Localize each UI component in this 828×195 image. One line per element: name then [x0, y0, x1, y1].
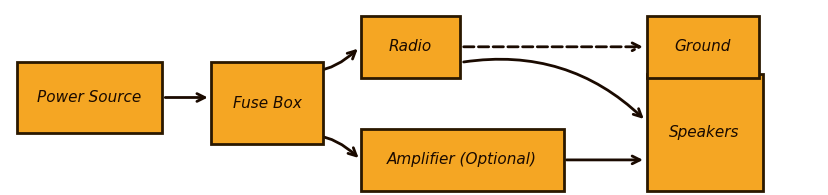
FancyArrowPatch shape [566, 156, 639, 164]
FancyArrowPatch shape [269, 135, 356, 156]
FancyArrowPatch shape [463, 43, 639, 51]
FancyBboxPatch shape [646, 16, 758, 78]
FancyBboxPatch shape [211, 62, 323, 144]
Text: Fuse Box: Fuse Box [233, 96, 301, 111]
Text: Amplifier (Optional): Amplifier (Optional) [387, 152, 537, 167]
FancyBboxPatch shape [360, 16, 460, 78]
FancyBboxPatch shape [360, 129, 563, 191]
FancyArrowPatch shape [165, 94, 205, 101]
Text: Power Source: Power Source [37, 90, 141, 105]
Text: Speakers: Speakers [668, 125, 739, 140]
Text: Ground: Ground [673, 39, 730, 54]
FancyArrowPatch shape [269, 51, 355, 72]
FancyArrowPatch shape [463, 59, 641, 117]
FancyBboxPatch shape [646, 74, 762, 191]
FancyBboxPatch shape [17, 62, 161, 133]
Text: Radio: Radio [388, 39, 431, 54]
